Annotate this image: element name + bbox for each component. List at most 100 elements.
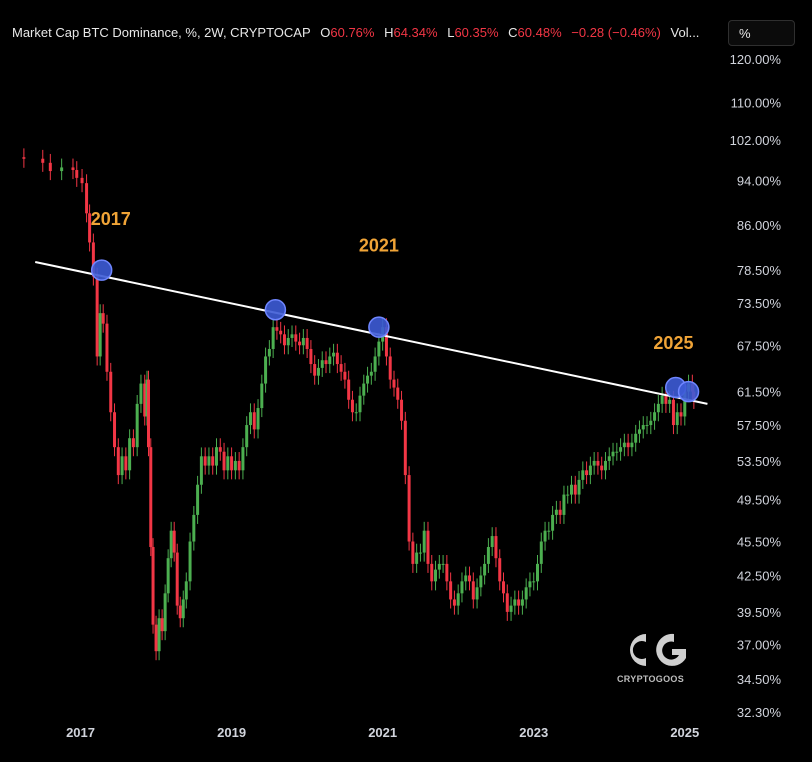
- candle-body: [592, 460, 596, 466]
- candle-body: [434, 569, 438, 582]
- candle-body: [498, 558, 502, 582]
- volume-label[interactable]: Vol...: [670, 25, 700, 40]
- y-tick-label: 45.50%: [737, 535, 782, 550]
- candle-body: [203, 456, 207, 466]
- candle-body: [411, 541, 415, 564]
- candle-body: [585, 470, 589, 476]
- candle-body: [403, 420, 407, 476]
- x-tick-label: 2025: [670, 725, 699, 740]
- candle-body: [98, 313, 102, 357]
- y-tick-label: 37.00%: [737, 637, 782, 652]
- high-value: 64.34%: [393, 25, 438, 40]
- candle-body: [486, 547, 490, 564]
- close-value: 60.48%: [517, 25, 562, 40]
- candle-body: [22, 157, 26, 159]
- candle-body: [664, 395, 668, 404]
- candle-body: [490, 536, 494, 548]
- candle-body: [422, 530, 426, 553]
- candle-body: [366, 375, 370, 384]
- candle-body: [600, 465, 604, 471]
- candle-body: [475, 587, 479, 600]
- candle-body: [252, 412, 256, 430]
- candle-body: [524, 587, 528, 600]
- candle-body: [607, 456, 611, 461]
- candle-body: [48, 162, 52, 172]
- candle-body: [282, 334, 286, 346]
- candle-body: [460, 581, 464, 594]
- candle-body: [502, 581, 506, 594]
- touch-point-marker: [90, 259, 113, 281]
- candle-body: [464, 575, 468, 582]
- close-label: C: [508, 25, 518, 40]
- y-tick-label: 86.00%: [737, 218, 782, 233]
- candle-body: [157, 618, 161, 652]
- y-tick-label: 73.50%: [737, 296, 782, 311]
- candle-body: [316, 367, 320, 376]
- candle-body: [347, 379, 351, 400]
- trendline-layer: [35, 259, 708, 405]
- candle-body: [407, 475, 411, 542]
- candle-body: [551, 514, 555, 531]
- candle-body: [615, 451, 619, 453]
- open-value: 60.76%: [330, 25, 375, 40]
- candle-body: [214, 447, 218, 466]
- candle-body: [135, 403, 139, 448]
- candle-body: [517, 599, 521, 606]
- candle-body: [339, 364, 343, 372]
- candle-body: [222, 451, 226, 471]
- candle-body: [426, 530, 430, 564]
- chart-header: Market Cap BTC Dominance, %, 2W, CRYPTOC…: [12, 25, 699, 40]
- x-tick-label: 2019: [217, 725, 246, 740]
- candle-body: [271, 327, 275, 349]
- candle-body: [645, 425, 649, 427]
- y-tick-label: 53.50%: [737, 454, 782, 469]
- low-label: L: [447, 25, 455, 40]
- candle-body: [343, 371, 347, 380]
- candle-body: [569, 484, 573, 495]
- candle-body: [218, 447, 222, 452]
- candle-body: [452, 599, 456, 606]
- candle-body: [660, 395, 664, 404]
- candle-body: [196, 484, 200, 515]
- candle-body: [181, 599, 185, 619]
- candle-body: [101, 313, 105, 324]
- candle-body: [151, 547, 155, 625]
- y-tick-label: 67.50%: [737, 338, 782, 353]
- candle-body: [41, 158, 45, 163]
- candle-body: [430, 563, 434, 582]
- y-tick-label: 39.50%: [737, 605, 782, 620]
- candle-body: [373, 356, 377, 372]
- candle-body: [145, 379, 149, 417]
- unit-selector[interactable]: %: [728, 20, 795, 46]
- candle-body: [392, 379, 396, 388]
- candle-body: [313, 364, 317, 376]
- candle-body: [267, 348, 271, 357]
- candle-body: [301, 337, 305, 346]
- candle-body: [471, 581, 475, 600]
- candle-body: [637, 429, 641, 434]
- candle-body: [520, 599, 524, 606]
- candle-body: [350, 399, 354, 413]
- candle-body: [528, 581, 532, 588]
- candle-body: [113, 412, 117, 448]
- candle-body: [169, 530, 173, 559]
- candle-body: [128, 438, 132, 471]
- candle-body: [539, 541, 543, 564]
- candle-body: [85, 183, 89, 214]
- x-tick-label: 2017: [66, 725, 95, 740]
- candle-body: [543, 530, 547, 542]
- candle-body: [143, 383, 147, 417]
- candle-body: [109, 371, 113, 413]
- y-tick-label: 110.00%: [731, 95, 782, 110]
- open-label: O: [320, 25, 331, 40]
- candle-body: [566, 494, 570, 496]
- touch-point-marker: [368, 316, 390, 338]
- candle-body: [248, 412, 252, 426]
- candle-body: [679, 412, 683, 417]
- candle-body: [154, 624, 158, 652]
- candle-body: [505, 593, 509, 612]
- candle-body: [226, 456, 230, 471]
- touch-point-marker: [677, 380, 700, 403]
- candle-body: [95, 276, 99, 357]
